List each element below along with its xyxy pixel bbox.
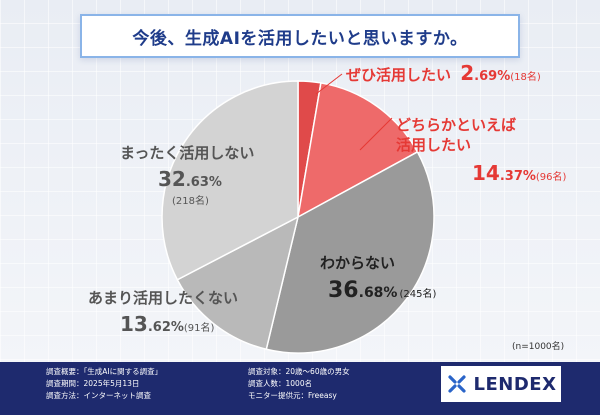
pct-dec-s1: .37% xyxy=(500,169,536,184)
pct-dec-s4: .63% xyxy=(186,175,222,190)
footer-target-info: 調査対象：20歳～60歳の男女 調査人数：1000名 モニター提供元：Freea… xyxy=(248,366,350,402)
lendex-logo-icon xyxy=(447,375,466,393)
survey-period: 調査期間：2025年5月13日 xyxy=(46,379,140,388)
svg-text:14.37%(96名): 14.37%(96名) xyxy=(472,161,567,185)
pct-int-s0: 2 xyxy=(460,61,474,85)
pie-slice-4 xyxy=(161,80,299,281)
count-s4: (218名) xyxy=(172,194,209,207)
footer-survey-info: 調査概要：「生成AIに関する調査」 調査期間：2025年5月13日 調査方法：イ… xyxy=(46,366,162,402)
leader-line-s1 xyxy=(359,117,393,151)
pie-slices xyxy=(161,80,435,354)
sample-size-note: (n=1000名) xyxy=(512,342,565,352)
pct-int-s4: 32 xyxy=(158,167,186,191)
count-s3: (91名) xyxy=(184,321,215,334)
label-s1-line1: どちらかといえば xyxy=(396,116,516,134)
leader-line-s0 xyxy=(315,73,343,95)
pct-dec-s0: .69% xyxy=(474,69,510,84)
survey-target: 調査対象：20歳～60歳の男女 xyxy=(248,367,350,376)
svg-text:36.68%(245名): 36.68% (245名) xyxy=(328,278,436,303)
pct-dec-s3: .62% xyxy=(148,320,184,335)
count-s0: (18名) xyxy=(510,70,541,83)
count-s2: (245名) xyxy=(399,287,436,300)
monitor-provider: モニター提供元：Freeasy xyxy=(248,391,337,400)
pct-int-s2: 36 xyxy=(328,278,359,303)
label-s1-line2: 活用したい xyxy=(396,136,471,154)
pie-slice-2 xyxy=(265,150,435,354)
pct-int-s1: 14 xyxy=(472,161,500,185)
count-s1: (96名) xyxy=(536,170,567,183)
svg-text:ぜひ活用したい 2.69%(18名): ぜひ活用したい 2.69%(18名) xyxy=(346,61,541,85)
chart-title: 今後、生成AIを活用したいと思いますか。 xyxy=(132,28,468,49)
survey-count: 調査人数：1000名 xyxy=(248,379,313,388)
pct-dec-s2: .68% xyxy=(359,285,398,301)
label-s4: まったく活用しない xyxy=(120,144,254,162)
title-box: 今後、生成AIを活用したいと思いますか。 xyxy=(80,14,520,58)
label-s3: あまり活用したくない xyxy=(88,289,238,307)
label-s2: わからない xyxy=(320,254,395,272)
svg-text:32.63%: 32.63% xyxy=(158,167,222,191)
footer: 調査概要：「生成AIに関する調査」 調査期間：2025年5月13日 調査方法：イ… xyxy=(0,362,600,415)
pie-slice-3 xyxy=(176,215,300,351)
pie-chart: ぜひ活用したい 2.69%(18名) どちらかといえば 活用したい 14.37%… xyxy=(88,61,567,354)
svg-text:13.62%(91名): 13.62%(91名) xyxy=(120,312,215,336)
survey-method: 調査方法：インターネット調査 xyxy=(46,391,151,400)
pct-int-s3: 13 xyxy=(120,312,148,336)
label-s0: ぜひ活用したい xyxy=(346,66,451,84)
logo-text: LENDEX xyxy=(473,373,557,395)
survey-summary: 調査概要：「生成AIに関する調査」 xyxy=(46,367,163,376)
lendex-logo: LENDEX xyxy=(441,366,561,402)
